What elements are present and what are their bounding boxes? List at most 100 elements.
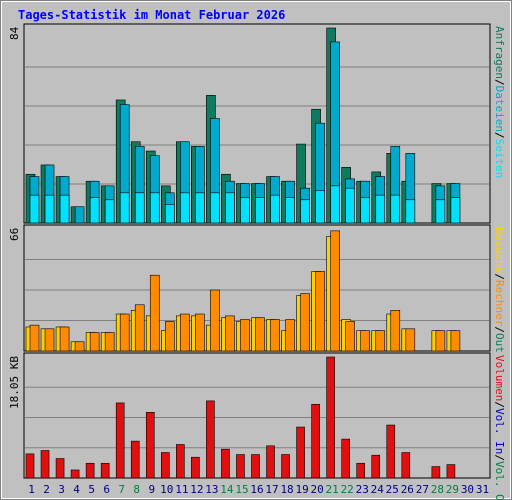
rechner-bar-day-3 xyxy=(59,326,70,352)
x-tick-label-8: 8 xyxy=(133,483,140,496)
seiten-bar-day-2 xyxy=(44,194,55,224)
rechner-bar-day-5 xyxy=(89,332,100,352)
rechner-bar-day-9 xyxy=(149,274,160,352)
x-tick-label-28: 28 xyxy=(431,483,444,496)
volumen-bar-day-8 xyxy=(130,440,140,479)
rechner-bar-day-23 xyxy=(360,330,371,352)
series-label-out: Out xyxy=(493,333,506,353)
x-tick-label-20: 20 xyxy=(311,483,324,496)
x-tick-label-3: 3 xyxy=(58,483,65,496)
rechner-bar-day-19 xyxy=(300,293,310,352)
hits-panel-ymax-label: 84 xyxy=(8,26,21,40)
x-tick-label-27: 27 xyxy=(416,483,429,496)
seiten-bar-day-23 xyxy=(360,197,371,224)
x-tick-label-7: 7 xyxy=(118,483,125,496)
volume-panel-ymax-label: 18.05 KB xyxy=(8,356,21,409)
rechner-bar-day-11 xyxy=(180,313,190,352)
volumen-bar-day-24 xyxy=(371,454,381,479)
volumen-bar-day-25 xyxy=(386,424,396,479)
visits-panel-ymax-label: 66 xyxy=(8,228,21,241)
seiten-bar-day-1 xyxy=(29,194,40,224)
x-tick-label-11: 11 xyxy=(175,483,188,496)
volumen-bar-day-4 xyxy=(70,469,80,479)
rechner-bar-day-17 xyxy=(270,319,280,352)
volumen-bar-day-26 xyxy=(401,452,411,479)
seiten-bar-day-24 xyxy=(375,194,386,224)
series-label-volumen: Volumen xyxy=(493,355,506,401)
volumen-bar-day-9 xyxy=(145,412,155,479)
series-label-: / xyxy=(493,454,506,461)
seiten-bar-day-20 xyxy=(315,190,325,224)
series-label-volin: Vol. In xyxy=(493,408,506,454)
seiten-bar-day-26 xyxy=(405,199,416,224)
series-label-dateien: Dateien xyxy=(493,86,506,132)
x-tick-label-12: 12 xyxy=(190,483,203,496)
rechner-bar-day-25 xyxy=(390,310,401,352)
volume-panel-series-label: Volumen/Vol. In/Vol. Out xyxy=(493,355,506,500)
x-tick-label-15: 15 xyxy=(235,483,248,496)
rechner-bar-day-22 xyxy=(345,321,355,352)
volumen-bar-day-15 xyxy=(236,454,245,479)
x-tick-label-4: 4 xyxy=(73,483,80,496)
seiten-bar-day-17 xyxy=(270,194,280,224)
volumen-bar-day-7 xyxy=(115,402,125,479)
x-tick-label-23: 23 xyxy=(356,483,369,496)
volumen-bar-day-5 xyxy=(85,462,95,479)
seiten-bar-day-15 xyxy=(240,197,250,224)
volumen-bar-day-17 xyxy=(266,445,275,479)
rechner-bar-day-10 xyxy=(164,321,175,352)
volumen-bar-day-16 xyxy=(251,454,260,479)
series-label-: / xyxy=(493,401,506,408)
seiten-bar-day-11 xyxy=(180,192,190,224)
x-tick-label-24: 24 xyxy=(371,483,385,496)
volumen-bar-day-21 xyxy=(326,356,335,479)
dateien-bar-day-4 xyxy=(74,206,85,224)
x-tick-label-25: 25 xyxy=(386,483,399,496)
volumen-bar-day-23 xyxy=(356,462,366,479)
volumen-bar-day-18 xyxy=(281,454,290,479)
series-label-: / xyxy=(493,132,506,139)
seiten-bar-day-3 xyxy=(59,194,70,224)
seiten-bar-day-22 xyxy=(345,187,355,224)
seiten-bar-day-7 xyxy=(119,192,130,224)
volumen-bar-day-29 xyxy=(446,464,456,479)
series-label-seiten: Seiten xyxy=(493,139,506,179)
rechner-bar-day-14 xyxy=(225,315,235,352)
volumen-bar-day-14 xyxy=(221,448,230,479)
rechner-bar-day-26 xyxy=(405,328,416,352)
x-tick-label-19: 19 xyxy=(295,483,308,496)
x-tick-label-17: 17 xyxy=(265,483,278,496)
volumen-bar-day-20 xyxy=(311,403,320,479)
seiten-bar-day-21 xyxy=(330,185,340,224)
rechner-bar-day-16 xyxy=(255,317,265,352)
rechner-bar-day-2 xyxy=(44,328,55,352)
rechner-bar-day-12 xyxy=(195,313,205,352)
visits-panel-series-label: Besuche/Rechner/Out xyxy=(493,227,506,353)
volumen-bar-day-2 xyxy=(40,450,50,479)
rechner-bar-day-1 xyxy=(29,324,40,352)
hits-panel-series-label: Anfragen/Dateien/Seiten xyxy=(493,26,506,178)
x-tick-label-14: 14 xyxy=(220,483,234,496)
volumen-bar-day-28 xyxy=(431,466,441,479)
volumen-bar-day-6 xyxy=(100,462,110,479)
x-tick-label-5: 5 xyxy=(88,483,95,496)
volumen-bar-day-10 xyxy=(160,452,170,479)
x-tick-label-30: 30 xyxy=(461,483,474,496)
x-tick-label-2: 2 xyxy=(43,483,50,496)
seiten-bar-day-19 xyxy=(300,199,310,224)
seiten-bar-day-14 xyxy=(225,192,235,224)
series-label-anfragen: Anfragen xyxy=(493,26,506,79)
seiten-bar-day-5 xyxy=(89,197,100,224)
rechner-bar-day-24 xyxy=(375,330,386,352)
rechner-bar-day-18 xyxy=(285,319,295,352)
seiten-bar-day-6 xyxy=(104,199,115,224)
rechner-bar-day-7 xyxy=(119,313,130,352)
volumen-bar-day-1 xyxy=(25,453,35,479)
x-tick-label-31: 31 xyxy=(476,483,489,496)
rechner-bar-day-15 xyxy=(240,319,250,352)
x-tick-label-9: 9 xyxy=(148,483,155,496)
x-tick-label-13: 13 xyxy=(205,483,218,496)
